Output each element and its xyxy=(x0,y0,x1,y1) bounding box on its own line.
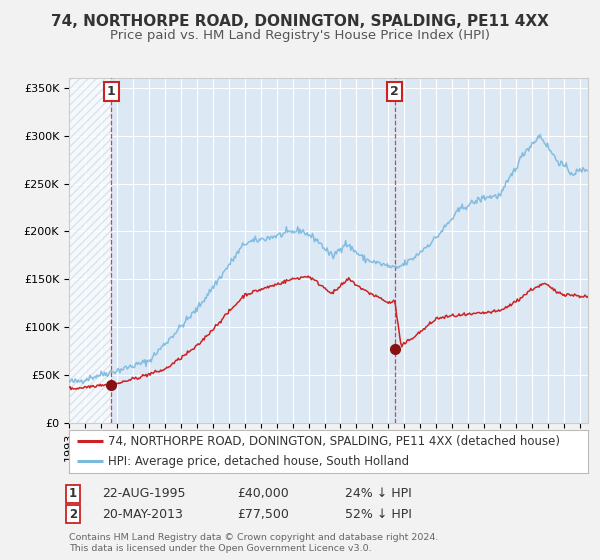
Bar xyxy=(69,78,111,423)
Text: 1: 1 xyxy=(69,487,77,501)
Text: Contains HM Land Registry data © Crown copyright and database right 2024.
This d: Contains HM Land Registry data © Crown c… xyxy=(69,533,439,553)
Text: 22-AUG-1995: 22-AUG-1995 xyxy=(102,487,185,501)
Text: 1: 1 xyxy=(107,85,116,99)
Bar xyxy=(69,78,111,423)
Text: £40,000: £40,000 xyxy=(237,487,289,501)
Text: £77,500: £77,500 xyxy=(237,507,289,521)
Text: 74, NORTHORPE ROAD, DONINGTON, SPALDING, PE11 4XX (detached house): 74, NORTHORPE ROAD, DONINGTON, SPALDING,… xyxy=(108,435,560,448)
Text: 52% ↓ HPI: 52% ↓ HPI xyxy=(345,507,412,521)
Text: 74, NORTHORPE ROAD, DONINGTON, SPALDING, PE11 4XX: 74, NORTHORPE ROAD, DONINGTON, SPALDING,… xyxy=(51,14,549,29)
Text: 20-MAY-2013: 20-MAY-2013 xyxy=(102,507,183,521)
Text: 24% ↓ HPI: 24% ↓ HPI xyxy=(345,487,412,501)
Text: 2: 2 xyxy=(69,507,77,521)
Text: HPI: Average price, detached house, South Holland: HPI: Average price, detached house, Sout… xyxy=(108,455,409,468)
Text: 2: 2 xyxy=(390,85,399,99)
Text: Price paid vs. HM Land Registry's House Price Index (HPI): Price paid vs. HM Land Registry's House … xyxy=(110,29,490,42)
